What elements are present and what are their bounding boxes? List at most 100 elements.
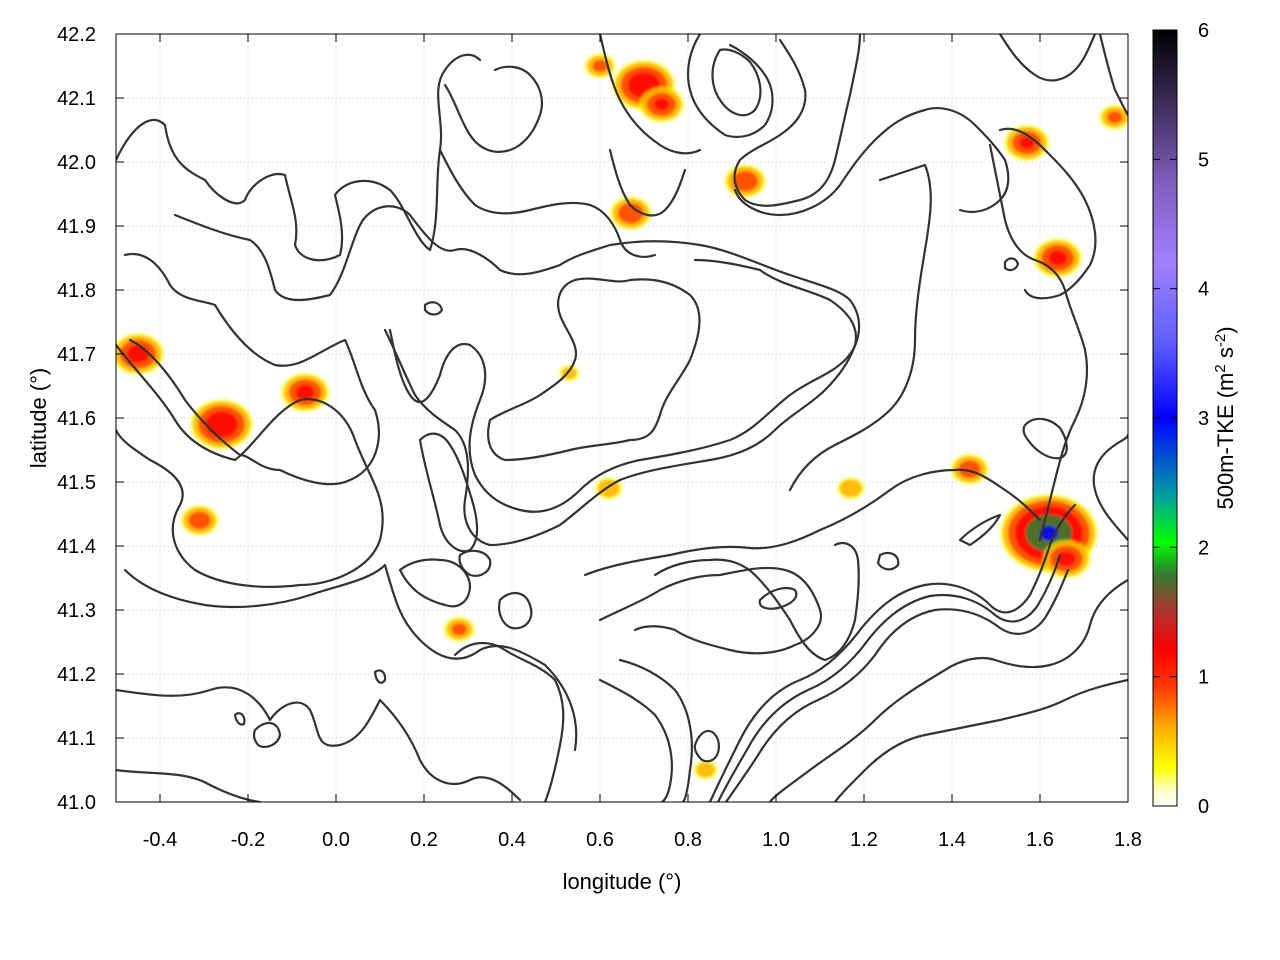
y-tick-label: 41.2 xyxy=(57,664,96,686)
tke-hotspot xyxy=(1041,539,1092,579)
colorbar-tick-label: 6 xyxy=(1198,20,1209,42)
terrain-contours xyxy=(116,34,1128,802)
contour-line xyxy=(438,148,657,258)
x-tick-label: 0.2 xyxy=(410,829,438,851)
contour-line xyxy=(998,127,1097,300)
contour-line xyxy=(711,48,762,117)
contour-line xyxy=(1092,433,1128,542)
contour-line xyxy=(252,722,282,749)
contour-line xyxy=(598,34,702,155)
y-tick-label: 41.0 xyxy=(57,792,96,814)
x-tick-label: 1.2 xyxy=(850,829,878,851)
contour-line xyxy=(618,658,693,802)
tke-hotspot xyxy=(836,477,865,500)
tke-hotspots xyxy=(116,53,1128,780)
contour-line xyxy=(116,686,522,802)
tke-hotspot xyxy=(443,616,476,642)
contour-line xyxy=(608,148,687,217)
colorbar-title-main: 500m-TKE (m xyxy=(1213,373,1238,510)
contour-line xyxy=(598,566,823,655)
x-axis-title: longitude (°) xyxy=(563,869,682,894)
colorbar-ticks: 0 1 2 3 4 5 6 xyxy=(1153,20,1209,818)
colorbar-title-mid: s xyxy=(1213,347,1238,364)
colorbar-tick-label: 4 xyxy=(1198,279,1209,301)
tke-hotspot xyxy=(693,760,718,780)
contour-line xyxy=(708,503,1077,802)
contour-line xyxy=(788,163,932,492)
tke-hotspot xyxy=(638,86,685,123)
x-tick-label: 0.4 xyxy=(498,829,526,851)
contour-line xyxy=(498,592,533,630)
contour-line xyxy=(583,468,1042,577)
tke-hotspot xyxy=(724,164,767,199)
tke-hotspot xyxy=(1032,238,1083,278)
x-tick-label: -0.4 xyxy=(143,829,177,851)
tke-level xyxy=(654,98,670,111)
tke-level xyxy=(1019,136,1035,149)
tke-level xyxy=(839,479,862,498)
x-tick-label: 1.8 xyxy=(1114,829,1142,851)
tke-level xyxy=(696,762,715,778)
x-tick-label: 1.6 xyxy=(1026,829,1054,851)
contour-line xyxy=(833,678,1128,802)
tke-hotspot xyxy=(189,399,254,450)
contour-line xyxy=(716,553,1062,802)
contour-line xyxy=(1098,34,1128,117)
contour-line xyxy=(418,432,479,553)
y-tick-label: 41.4 xyxy=(57,536,96,558)
x-tick-label: 1.4 xyxy=(938,829,966,851)
contour-line xyxy=(693,729,720,763)
y-tick-label: 41.9 xyxy=(57,216,96,238)
x-axis: -0.4 -0.2 0.0 0.2 0.4 0.6 0.8 1.0 1.2 1.4 1.6 1.8 xyxy=(143,34,1142,851)
contour-line xyxy=(958,513,1002,547)
contour-line xyxy=(373,669,387,684)
tke-level xyxy=(127,345,149,363)
contour-line xyxy=(116,768,262,802)
contour-line xyxy=(123,252,380,486)
tke-level xyxy=(188,511,211,530)
colorbar-tick-label: 1 xyxy=(1198,667,1209,689)
tke-level xyxy=(618,203,644,224)
y-tick-label: 41.3 xyxy=(57,600,96,622)
contour-line xyxy=(116,343,384,588)
contour-line xyxy=(686,34,774,139)
contour-line xyxy=(487,277,701,462)
x-tick-label: 0.0 xyxy=(322,829,350,851)
contour-line xyxy=(758,586,798,610)
contour-line xyxy=(876,551,900,571)
contour-line xyxy=(733,34,862,207)
contour-line xyxy=(598,678,673,802)
y-tick-label: 41.8 xyxy=(57,280,96,302)
colorbar-tick-label: 2 xyxy=(1198,537,1209,559)
colorbar-title-sup2: -2 xyxy=(1212,334,1229,347)
tke-level xyxy=(592,60,608,72)
contour-line xyxy=(233,712,246,726)
colorbar-tick-label: 5 xyxy=(1198,149,1209,171)
tke-hotspot xyxy=(609,196,652,231)
colorbar-tick-label: 0 xyxy=(1198,796,1209,818)
x-tick-label: 1.0 xyxy=(762,829,790,851)
contour-line xyxy=(383,258,858,547)
contour-line xyxy=(458,549,492,577)
colorbar-title-sup1: 2 xyxy=(1212,364,1229,372)
tke-hotspot xyxy=(116,332,165,376)
tke-level xyxy=(205,411,238,438)
tke-hotspot xyxy=(1098,104,1128,130)
contour-line xyxy=(768,578,1128,802)
contour-line xyxy=(1003,257,1020,272)
y-axis-title: latitude (°) xyxy=(26,368,51,469)
contour-line xyxy=(998,34,1097,82)
contour-line xyxy=(123,563,578,752)
tke-level xyxy=(451,623,467,636)
y-tick-label: 41.6 xyxy=(57,408,96,430)
y-tick-label: 42.1 xyxy=(57,88,96,110)
x-tick-label: 0.6 xyxy=(586,829,614,851)
y-tick-label: 41.1 xyxy=(57,728,96,750)
tke-level xyxy=(1107,111,1123,124)
contour-line xyxy=(733,107,1010,217)
contour-line xyxy=(724,568,1070,802)
y-tick-label: 41.5 xyxy=(57,472,96,494)
y-axis: 41.0 41.1 41.2 41.3 41.4 41.5 41.6 41.7 41.8 41.9… xyxy=(57,24,1128,814)
